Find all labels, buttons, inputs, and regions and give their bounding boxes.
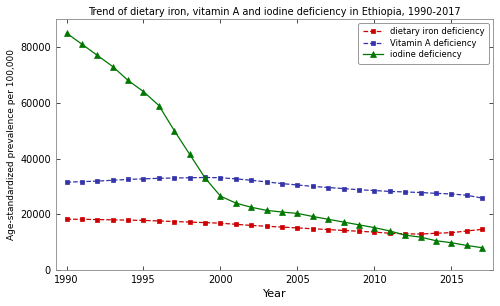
dietary iron deficiency xyxy=(402,232,408,236)
dietary iron deficiency xyxy=(356,230,362,233)
Vitamin A deficiency xyxy=(156,177,162,180)
iodine deficiency xyxy=(233,201,239,205)
dietary iron deficiency xyxy=(233,222,239,226)
iodine deficiency xyxy=(156,104,162,107)
iodine deficiency xyxy=(433,239,439,243)
iodine deficiency xyxy=(448,241,454,244)
iodine deficiency xyxy=(387,229,393,233)
Vitamin A deficiency xyxy=(140,177,146,181)
dietary iron deficiency xyxy=(94,218,100,222)
dietary iron deficiency xyxy=(340,229,346,232)
iodine deficiency xyxy=(218,194,224,198)
dietary iron deficiency xyxy=(372,230,378,234)
dietary iron deficiency xyxy=(79,218,85,221)
dietary iron deficiency xyxy=(294,226,300,230)
X-axis label: Year: Year xyxy=(262,289,286,299)
iodine deficiency xyxy=(310,215,316,218)
dietary iron deficiency xyxy=(248,224,254,227)
Vitamin A deficiency xyxy=(310,185,316,188)
dietary iron deficiency xyxy=(202,221,208,225)
Vitamin A deficiency xyxy=(464,193,470,197)
dietary iron deficiency xyxy=(186,220,192,224)
iodine deficiency xyxy=(264,208,270,212)
iodine deficiency xyxy=(186,152,192,156)
Vitamin A deficiency xyxy=(218,176,224,180)
Vitamin A deficiency xyxy=(172,176,177,180)
iodine deficiency xyxy=(125,79,131,82)
dietary iron deficiency xyxy=(110,218,116,222)
iodine deficiency xyxy=(340,220,346,224)
Vitamin A deficiency xyxy=(372,189,378,192)
Vitamin A deficiency xyxy=(94,179,100,183)
iodine deficiency xyxy=(294,211,300,215)
Title: Trend of dietary iron, vitamin A and iodine deficiency in Ethiopia, 1990-2017: Trend of dietary iron, vitamin A and iod… xyxy=(88,7,461,17)
dietary iron deficiency xyxy=(387,231,393,235)
dietary iron deficiency xyxy=(172,220,177,223)
iodine deficiency xyxy=(110,65,116,68)
dietary iron deficiency xyxy=(140,218,146,222)
iodine deficiency xyxy=(202,176,208,180)
Vitamin A deficiency xyxy=(264,180,270,184)
Vitamin A deficiency xyxy=(480,196,486,200)
dietary iron deficiency xyxy=(125,218,131,222)
Line: iodine deficiency: iodine deficiency xyxy=(64,30,485,251)
iodine deficiency xyxy=(372,226,378,230)
iodine deficiency xyxy=(64,31,70,35)
dietary iron deficiency xyxy=(264,224,270,228)
iodine deficiency xyxy=(140,90,146,93)
iodine deficiency xyxy=(418,235,424,239)
dietary iron deficiency xyxy=(64,218,70,221)
Vitamin A deficiency xyxy=(433,192,439,195)
iodine deficiency xyxy=(356,223,362,227)
Line: dietary iron deficiency: dietary iron deficiency xyxy=(64,217,484,236)
Vitamin A deficiency xyxy=(340,187,346,190)
dietary iron deficiency xyxy=(433,231,439,235)
dietary iron deficiency xyxy=(480,227,486,231)
iodine deficiency xyxy=(402,233,408,237)
Vitamin A deficiency xyxy=(64,180,70,184)
Line: Vitamin A deficiency: Vitamin A deficiency xyxy=(64,175,484,200)
dietary iron deficiency xyxy=(418,232,424,236)
iodine deficiency xyxy=(79,42,85,46)
Y-axis label: Age-standardized prevalence per 100,000: Age-standardized prevalence per 100,000 xyxy=(7,49,16,240)
Vitamin A deficiency xyxy=(448,192,454,196)
Vitamin A deficiency xyxy=(248,178,254,182)
Vitamin A deficiency xyxy=(418,191,424,194)
Vitamin A deficiency xyxy=(233,177,239,181)
dietary iron deficiency xyxy=(310,227,316,231)
dietary iron deficiency xyxy=(448,231,454,234)
Vitamin A deficiency xyxy=(202,176,208,179)
dietary iron deficiency xyxy=(326,228,332,231)
Vitamin A deficiency xyxy=(79,180,85,184)
Vitamin A deficiency xyxy=(110,178,116,182)
dietary iron deficiency xyxy=(218,221,224,225)
dietary iron deficiency xyxy=(279,225,285,229)
Vitamin A deficiency xyxy=(402,190,408,194)
dietary iron deficiency xyxy=(464,229,470,233)
Vitamin A deficiency xyxy=(356,188,362,192)
Vitamin A deficiency xyxy=(387,190,393,193)
Legend: dietary iron deficiency, Vitamin A deficiency, iodine deficiency: dietary iron deficiency, Vitamin A defic… xyxy=(358,23,489,64)
iodine deficiency xyxy=(464,244,470,247)
Vitamin A deficiency xyxy=(294,183,300,187)
iodine deficiency xyxy=(326,218,332,221)
Vitamin A deficiency xyxy=(125,177,131,181)
iodine deficiency xyxy=(172,129,177,132)
dietary iron deficiency xyxy=(156,219,162,223)
Vitamin A deficiency xyxy=(326,186,332,189)
iodine deficiency xyxy=(248,205,254,209)
iodine deficiency xyxy=(480,246,486,250)
iodine deficiency xyxy=(94,54,100,57)
Vitamin A deficiency xyxy=(279,182,285,185)
Vitamin A deficiency xyxy=(186,176,192,180)
iodine deficiency xyxy=(279,210,285,214)
